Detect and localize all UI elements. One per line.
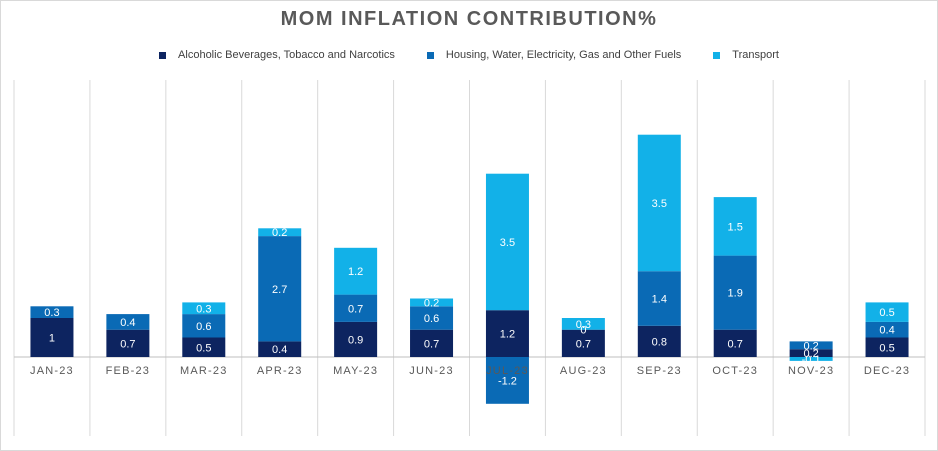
legend-swatch-housing [426, 51, 434, 59]
x-tick-label: JAN-23 [30, 365, 74, 377]
data-label-alcohol: 0.4 [272, 344, 287, 356]
legend-swatch-alcohol [159, 51, 167, 59]
x-tick-label: MAR-23 [180, 365, 228, 377]
data-label-alcohol: 0.7 [576, 338, 591, 350]
bar-alcohol [182, 337, 226, 357]
data-label-transport: 0.3 [576, 319, 591, 331]
bar-alcohol [106, 329, 150, 357]
data-label-transport: -0.1 [802, 354, 821, 366]
data-label-transport: 0.2 [424, 297, 439, 309]
legend-label-transport: Transport [732, 49, 779, 61]
bar-transport [561, 318, 605, 330]
bar-transport [637, 134, 681, 272]
bar-transport [713, 197, 757, 256]
bar-housing [334, 294, 378, 322]
data-label-transport: 0.2 [272, 227, 287, 239]
data-label-transport: 1.5 [728, 221, 743, 233]
x-tick-label: OCT-23 [712, 365, 758, 377]
data-label-alcohol: 0.8 [652, 336, 667, 348]
data-label-alcohol: 0.7 [424, 338, 439, 350]
data-label-alcohol: 0.9 [348, 334, 363, 346]
bar-housing [410, 306, 454, 330]
bar-housing [485, 357, 529, 404]
x-tick-label: NOV-23 [788, 365, 834, 377]
data-label-transport: 3.5 [652, 198, 667, 210]
bar-transport [334, 247, 378, 295]
bar-housing [106, 314, 150, 330]
data-label-housing: 2.7 [272, 284, 287, 296]
bar-transport [258, 228, 302, 237]
data-label-housing: 0.7 [348, 303, 363, 315]
x-tick-label: SEP-23 [637, 365, 682, 377]
bar-alcohol [334, 321, 378, 357]
data-label-transport: 0.5 [879, 307, 894, 319]
x-tick-label: AUG-23 [560, 365, 607, 377]
data-label-housing: 0.3 [44, 307, 59, 319]
data-label-housing: 0.4 [879, 325, 894, 337]
bar-housing [637, 271, 681, 326]
bar-alcohol [561, 329, 605, 357]
legend: Alcoholic Beverages, Tobacco and Narcoti… [0, 49, 938, 61]
x-tick-label: DEC-23 [864, 365, 910, 377]
data-label-housing: -1.2 [498, 375, 517, 387]
chart-title: MOM INFLATION CONTRIBUTION% [280, 8, 658, 30]
legend-item-alcohol: Alcoholic Beverages, Tobacco and Narcoti… [159, 49, 395, 61]
data-label-transport: 1.2 [348, 266, 363, 278]
legend-label-housing: Housing, Water, Electricity, Gas and Oth… [445, 49, 682, 61]
bar-alcohol [637, 325, 681, 357]
data-label-housing: 1.4 [652, 294, 667, 306]
bar-alcohol [789, 349, 833, 357]
x-tick-label: FEB-23 [106, 365, 151, 377]
data-label-alcohol: 0.7 [728, 338, 743, 350]
legend-item-transport: Transport [713, 49, 779, 61]
data-label-alcohol: 1.2 [500, 329, 515, 341]
bar-alcohol [30, 318, 74, 357]
bar-alcohol [410, 329, 454, 357]
legend-item-housing: Housing, Water, Electricity, Gas and Oth… [426, 49, 682, 61]
data-label-housing: 0.4 [120, 317, 135, 329]
bar-alcohol [485, 310, 529, 357]
data-label-alcohol: 0.7 [120, 338, 135, 350]
x-tick-label: APR-23 [257, 365, 303, 377]
data-label-housing: 0.6 [424, 313, 439, 325]
bar-housing [258, 236, 302, 342]
data-label-transport: 0.3 [196, 303, 211, 315]
data-label-alcohol: 0.5 [196, 342, 211, 354]
x-tick-label: JUN-23 [409, 365, 454, 377]
bar-housing [789, 341, 833, 350]
bar-housing [182, 314, 226, 338]
data-label-housing: 0.2 [803, 340, 818, 352]
bar-transport [789, 357, 833, 361]
bar-housing [713, 255, 757, 330]
bar-housing [30, 306, 74, 318]
bar-housing [865, 321, 909, 338]
data-label-alcohol: 0.5 [879, 342, 894, 354]
bar-transport [485, 173, 529, 311]
x-tick-label: JUL-23 [486, 365, 529, 377]
data-label-transport: 3.5 [500, 237, 515, 249]
legend-swatch-transport [713, 51, 721, 59]
bar-transport [865, 302, 909, 322]
x-tick-label: MAY-23 [333, 365, 378, 377]
bar-transport [410, 298, 454, 307]
data-label-alcohol: 0.2 [803, 348, 818, 360]
data-label-alcohol: 1 [49, 333, 55, 345]
bar-alcohol [713, 329, 757, 357]
data-label-housing: 0.6 [196, 321, 211, 333]
data-label-housing: 1.9 [728, 288, 743, 300]
bar-alcohol [258, 341, 302, 357]
data-label-housing: 0 [580, 325, 586, 337]
legend-label-alcohol: Alcoholic Beverages, Tobacco and Narcoti… [178, 49, 395, 61]
bar-transport [182, 302, 226, 315]
bar-alcohol [865, 337, 909, 357]
